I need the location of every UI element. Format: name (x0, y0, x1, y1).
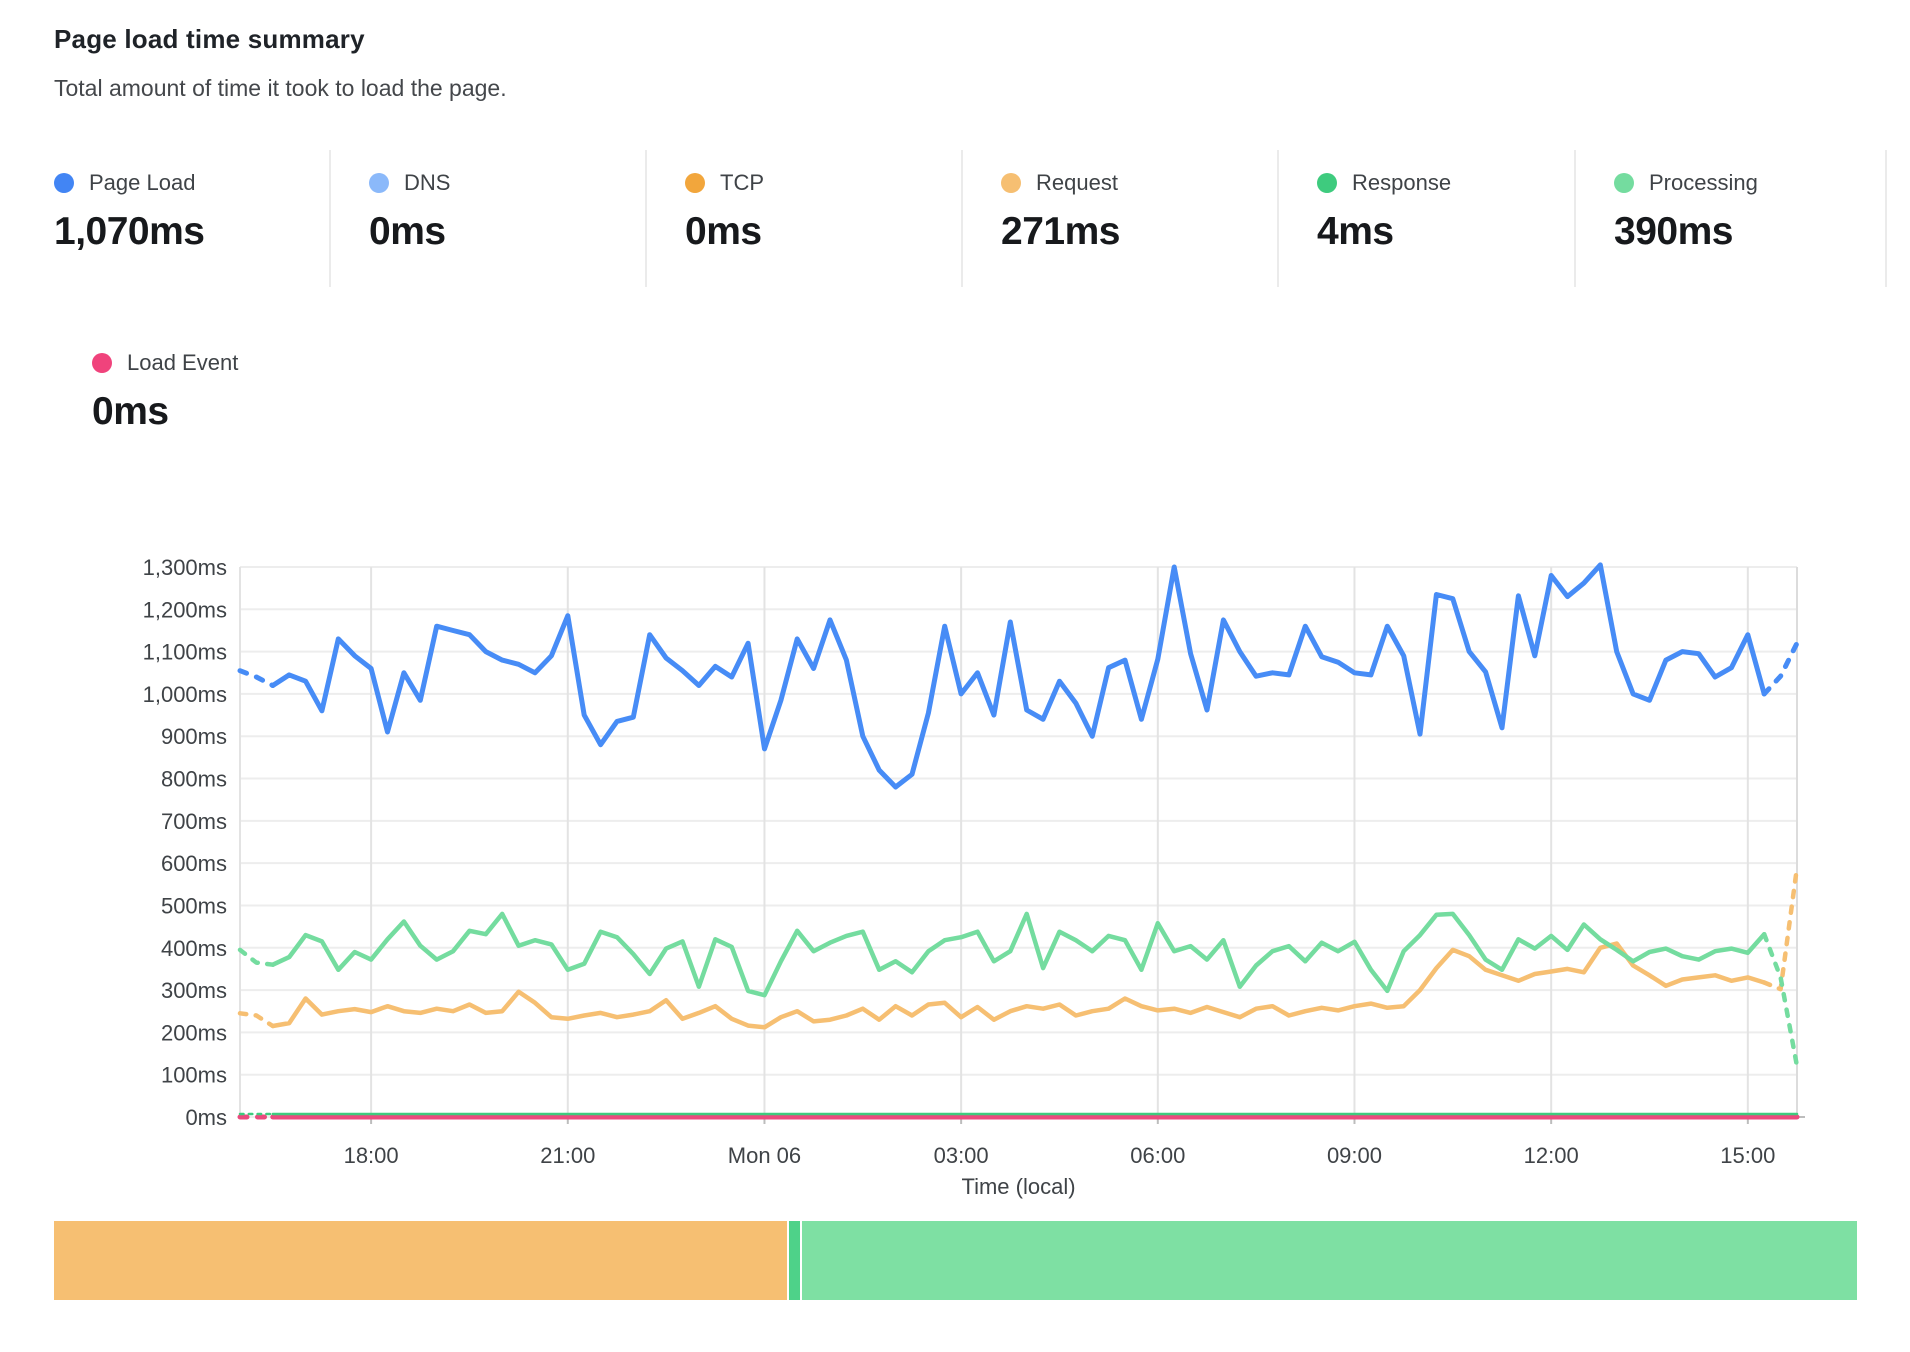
y-tick-label: 0ms (185, 1105, 227, 1130)
legend-value: 1,070ms (54, 210, 205, 253)
legend-label: Response (1352, 170, 1452, 195)
x-tick-label: 03:00 (934, 1143, 989, 1168)
y-tick-label: 400ms (161, 936, 227, 961)
y-tick-label: 900ms (161, 724, 227, 749)
color-dot-icon (1614, 173, 1634, 193)
legend-item-dns: DNS 0ms (331, 150, 647, 287)
legend-label: Processing (1649, 170, 1758, 195)
color-dot-icon (1317, 173, 1337, 193)
color-dot-icon (369, 173, 389, 193)
color-dot-icon (54, 173, 74, 193)
legend-label: Page Load (89, 170, 196, 195)
page-subtitle: Total amount of time it took to load the… (54, 75, 507, 101)
legend-item-response: Response 4ms (1279, 150, 1576, 287)
y-tick-label: 1,000ms (143, 682, 227, 707)
y-tick-label: 500ms (161, 893, 227, 918)
y-tick-label: 1,300ms (143, 555, 227, 580)
y-tick-label: 200ms (161, 1020, 227, 1045)
y-tick-label: 100ms (161, 1063, 227, 1088)
legend-value: 4ms (1317, 210, 1394, 253)
load-event-color-dot-icon (92, 353, 112, 373)
ok-sliver-segment (789, 1221, 800, 1300)
header: Page load time summary Total amount of t… (54, 24, 1454, 102)
y-tick-label: 300ms (161, 978, 227, 1003)
availability-status-bar (54, 1221, 1857, 1300)
x-axis-labels: 18:00 21:00 Mon 06 03:00 06:00 09:00 12:00 15:0… (344, 1143, 1776, 1168)
x-tick-label: Mon 06 (728, 1143, 801, 1168)
ok-segment (802, 1221, 1857, 1300)
legend-value: 0ms (92, 390, 169, 433)
x-tick-label: 12:00 (1524, 1143, 1579, 1168)
grid (239, 566, 1805, 1124)
series-request-line (237, 865, 1800, 1030)
x-tick-label: 18:00 (344, 1143, 399, 1168)
y-axis-labels: 0ms 100ms 200ms 300ms 400ms 500ms 600ms 700ms 80… (143, 555, 227, 1130)
y-tick-label: 1,200ms (143, 597, 227, 622)
page-title: Page load time summary (54, 24, 365, 54)
legend-item-tcp: TCP 0ms (647, 150, 963, 287)
legend-label: DNS (404, 170, 451, 195)
legend-item-page-load: Page Load 1,070ms (54, 150, 331, 287)
x-tick-label: 15:00 (1720, 1143, 1775, 1168)
y-tick-label: 600ms (161, 851, 227, 876)
y-tick-label: 800ms (161, 767, 227, 792)
series-page-load-line (237, 562, 1800, 790)
legend-value: 271ms (1001, 210, 1120, 253)
legend-label: Load Event (127, 350, 239, 375)
y-tick-label: 1,100ms (143, 640, 227, 665)
legend-label: TCP (720, 170, 764, 195)
warning-segment (54, 1221, 787, 1300)
legend-item-load-event: Load Event 0ms (54, 330, 238, 434)
series-processing-line (237, 911, 1800, 1069)
x-tick-label: 09:00 (1327, 1143, 1382, 1168)
metrics-legend-row: Page Load 1,070ms DNS 0ms TCP 0ms Request 271ms… (54, 150, 1887, 287)
color-dot-icon (685, 173, 705, 193)
color-dot-icon (1001, 173, 1021, 193)
legend-label: Request (1036, 170, 1118, 195)
legend-item-request: Request 271ms (963, 150, 1279, 287)
legend-value: 0ms (685, 210, 762, 253)
legend-value: 0ms (369, 210, 446, 253)
legend-value: 390ms (1614, 210, 1733, 253)
y-tick-label: 700ms (161, 809, 227, 834)
x-tick-label: 06:00 (1130, 1143, 1185, 1168)
x-axis-title: Time (local) (961, 1174, 1075, 1199)
x-tick-label: 21:00 (540, 1143, 595, 1168)
legend-item-processing: Processing 390ms (1576, 150, 1887, 287)
